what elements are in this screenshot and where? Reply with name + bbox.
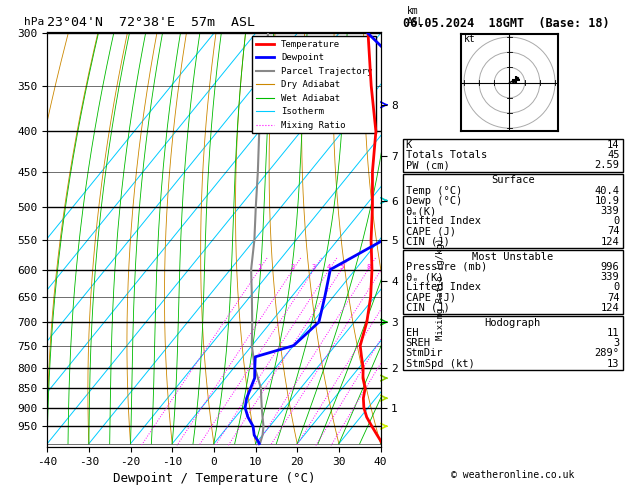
Text: 45: 45 <box>607 150 620 160</box>
Text: 4: 4 <box>327 263 331 270</box>
Text: Lifted Index: Lifted Index <box>406 216 481 226</box>
Text: θₑ(K): θₑ(K) <box>406 206 437 216</box>
Text: Dewp (°C): Dewp (°C) <box>406 196 462 206</box>
Text: hPa: hPa <box>24 17 44 27</box>
Text: 0: 0 <box>613 216 620 226</box>
Text: 2.59: 2.59 <box>594 160 620 171</box>
Text: Hodograph: Hodograph <box>484 318 541 328</box>
Text: 40.4: 40.4 <box>594 186 620 196</box>
Text: StmSpd (kt): StmSpd (kt) <box>406 359 474 369</box>
Text: 3: 3 <box>613 338 620 348</box>
Text: CAPE (J): CAPE (J) <box>406 293 455 303</box>
Text: 13: 13 <box>607 359 620 369</box>
Text: 996: 996 <box>601 262 620 272</box>
Text: 339: 339 <box>601 206 620 216</box>
Text: kt: kt <box>464 34 476 44</box>
Legend: Temperature, Dewpoint, Parcel Trajectory, Dry Adiabat, Wet Adiabat, Isotherm, Mi: Temperature, Dewpoint, Parcel Trajectory… <box>252 36 376 134</box>
Text: Temp (°C): Temp (°C) <box>406 186 462 196</box>
X-axis label: Dewpoint / Temperature (°C): Dewpoint / Temperature (°C) <box>113 472 315 486</box>
Text: 74: 74 <box>607 226 620 237</box>
Text: 339: 339 <box>601 272 620 282</box>
Text: K: K <box>406 140 412 150</box>
Text: 289°: 289° <box>594 348 620 359</box>
Text: 06.05.2024  18GMT  (Base: 18): 06.05.2024 18GMT (Base: 18) <box>403 17 610 30</box>
Text: Lifted Index: Lifted Index <box>406 282 481 293</box>
Text: 14: 14 <box>607 140 620 150</box>
Text: Surface: Surface <box>491 175 535 186</box>
Text: EH: EH <box>406 328 418 338</box>
Text: θₑ (K): θₑ (K) <box>406 272 443 282</box>
Text: Pressure (mb): Pressure (mb) <box>406 262 487 272</box>
Text: StmDir: StmDir <box>406 348 443 359</box>
Text: CIN (J): CIN (J) <box>406 237 450 247</box>
Text: 3: 3 <box>312 263 316 270</box>
Text: 23°04'N  72°38'E  57m  ASL: 23°04'N 72°38'E 57m ASL <box>47 16 255 29</box>
Text: 0: 0 <box>613 282 620 293</box>
Text: 124: 124 <box>601 237 620 247</box>
Text: SREH: SREH <box>406 338 431 348</box>
Text: 8: 8 <box>366 263 370 270</box>
Text: © weatheronline.co.uk: © weatheronline.co.uk <box>451 470 574 480</box>
Text: Mixing Ratio (g/kg): Mixing Ratio (g/kg) <box>436 238 445 340</box>
Text: Totals Totals: Totals Totals <box>406 150 487 160</box>
Text: Most Unstable: Most Unstable <box>472 252 554 262</box>
Text: 74: 74 <box>607 293 620 303</box>
Text: 124: 124 <box>601 303 620 313</box>
Text: CIN (J): CIN (J) <box>406 303 450 313</box>
Text: km
ASL: km ASL <box>407 6 425 27</box>
Text: 1: 1 <box>257 263 262 270</box>
Text: 5: 5 <box>339 263 343 270</box>
Text: 11: 11 <box>607 328 620 338</box>
Text: 2: 2 <box>291 263 295 270</box>
Text: CAPE (J): CAPE (J) <box>406 226 455 237</box>
Text: 10.9: 10.9 <box>594 196 620 206</box>
Text: PW (cm): PW (cm) <box>406 160 450 171</box>
